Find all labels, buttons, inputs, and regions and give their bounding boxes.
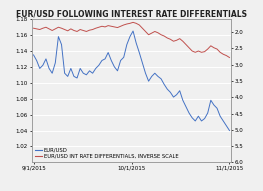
Title: EUR/USD FOLLOWING INTEREST RATE DIFFERENTIALS: EUR/USD FOLLOWING INTEREST RATE DIFFEREN…: [16, 9, 247, 18]
Legend: EUR/USD, EUR/USD INT RATE DIFFERENTIALS, INVERSE SCALE: EUR/USD, EUR/USD INT RATE DIFFERENTIALS,…: [34, 146, 179, 160]
